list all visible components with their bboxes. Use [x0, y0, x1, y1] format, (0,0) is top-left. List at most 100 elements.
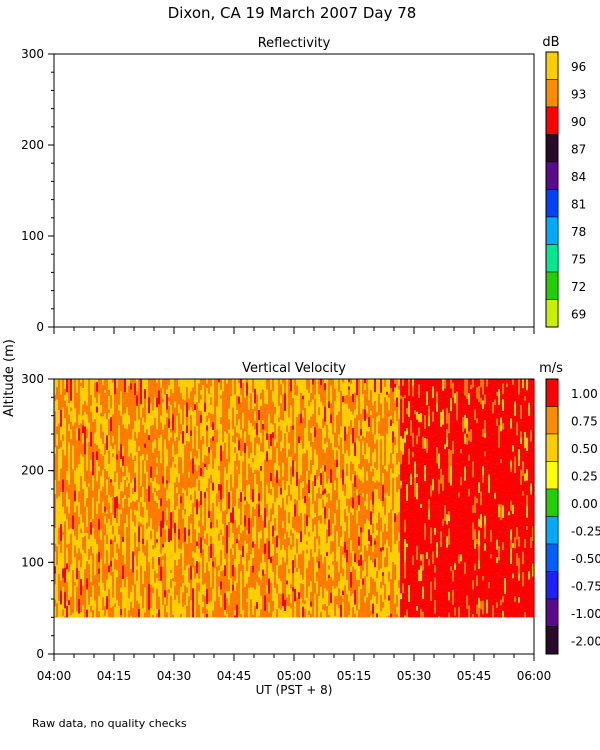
velocity-cell: [148, 512, 150, 527]
velocity-cell: [380, 588, 382, 595]
velocity-cell: [152, 529, 154, 546]
velocity-cell: [394, 553, 396, 565]
velocity-cell: [66, 544, 68, 548]
velocity-cell: [236, 517, 238, 528]
velocity-cell: [432, 411, 434, 422]
velocity-cell: [190, 415, 192, 431]
velocity-cell: [302, 481, 304, 489]
velocity-cell: [140, 462, 142, 477]
velocity-cell: [66, 582, 68, 587]
velocity-cell: [276, 379, 278, 393]
velocity-cell: [100, 475, 102, 486]
velocity-cell: [380, 551, 382, 564]
velocity-cell: [254, 437, 256, 443]
velocity-cell: [290, 456, 292, 467]
velocity-cell: [256, 568, 258, 583]
velocity-cell: [136, 491, 138, 500]
velocity-cell: [172, 414, 174, 431]
velocity-cell: [178, 494, 180, 509]
velocity-cell: [204, 596, 206, 610]
velocity-cell: [426, 478, 428, 495]
velocity-cell: [182, 600, 184, 607]
velocity-cell: [90, 471, 92, 480]
velocity-cell: [324, 506, 326, 519]
velocity-cell: [192, 426, 194, 443]
velocity-cell: [402, 391, 404, 397]
velocity-cell: [128, 483, 130, 498]
velocity-cell: [92, 585, 94, 601]
velocity-cell: [322, 534, 324, 550]
velocity-cell: [298, 541, 300, 555]
velocity-cell: [168, 528, 170, 543]
velocity-cell: [190, 535, 192, 543]
velocity-cell: [168, 493, 170, 499]
velocity-cell: [308, 504, 310, 518]
velocity-cell: [56, 564, 58, 570]
velocity-cell: [248, 587, 250, 600]
velocity-cell: [424, 393, 426, 399]
velocity-cell: [336, 604, 338, 615]
velocity-cell: [124, 408, 126, 414]
velocity-cell: [260, 442, 262, 452]
velocity-cell: [68, 390, 70, 404]
velocity-cell: [334, 379, 336, 389]
velocity-cell: [426, 405, 428, 415]
velocity-cell: [204, 455, 206, 464]
velocity-cell: [266, 410, 268, 426]
velocity-cell: [112, 490, 114, 502]
velocity-cell: [210, 511, 212, 523]
velocity-cell: [424, 506, 426, 524]
velocity-cell: [456, 553, 458, 567]
velocity-cell: [314, 517, 316, 525]
velocity-cell: [142, 524, 144, 539]
velocity-cell: [292, 607, 294, 611]
velocity-cell: [116, 543, 118, 547]
velocity-cell: [206, 533, 208, 546]
velocity-cell: [118, 425, 120, 435]
velocity-cell: [76, 505, 78, 521]
velocity-cell: [340, 526, 342, 537]
velocity-cell: [238, 524, 240, 535]
velocity-cell: [402, 606, 404, 612]
velocity-cell: [136, 546, 138, 561]
velocity-cell: [408, 432, 410, 449]
velocity-cell: [278, 479, 280, 487]
velocity-cell: [162, 453, 164, 461]
velocity-cell: [126, 477, 128, 481]
velocity-cell: [182, 443, 184, 457]
velocity-cell: [264, 595, 266, 611]
velocity-cell: [200, 537, 202, 554]
velocity-cell: [156, 516, 158, 533]
velocity-cell: [442, 616, 444, 618]
velocity-cell: [452, 611, 454, 618]
velocity-cell: [312, 570, 314, 581]
velocity-cell: [230, 490, 232, 502]
velocity-cell: [88, 532, 90, 537]
velocity-cell: [386, 499, 388, 512]
velocity-cell: [268, 532, 270, 541]
velocity-cell: [292, 397, 294, 415]
velocity-cell: [356, 427, 358, 439]
velocity-cell: [110, 379, 112, 396]
velocity-cell: [112, 534, 114, 541]
velocity-cell: [286, 513, 288, 527]
velocity-cell: [80, 528, 82, 534]
velocity-cell: [262, 575, 264, 583]
velocity-cell: [422, 422, 424, 430]
velocity-cell: [70, 533, 72, 547]
velocity-cell: [244, 500, 246, 505]
velocity-cell: [64, 542, 66, 555]
velocity-cell: [110, 470, 112, 480]
velocity-cell: [276, 505, 278, 523]
velocity-cell: [86, 414, 88, 429]
velocity-cell: [128, 554, 130, 564]
velocity-cell: [198, 414, 200, 426]
velocity-cell: [164, 570, 166, 581]
velocity-cell: [68, 572, 70, 588]
velocity-cell: [304, 603, 306, 610]
velocity-cell: [346, 516, 348, 526]
velocity-cell: [290, 391, 292, 406]
velocity-cell: [86, 561, 88, 566]
velocity-cell: [310, 591, 312, 602]
velocity-cell: [318, 536, 320, 546]
